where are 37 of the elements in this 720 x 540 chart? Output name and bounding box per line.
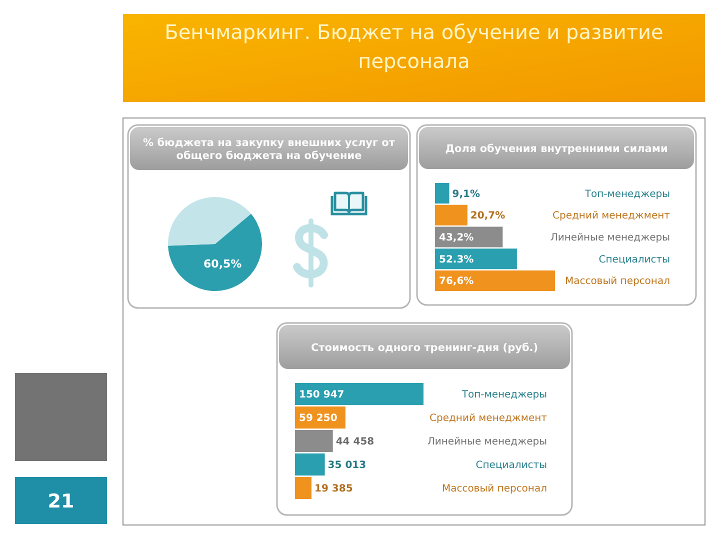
y-tick-label: Средний менеджмент (430, 413, 548, 424)
data-label: 43,2% (439, 232, 474, 244)
data-label: 35 013 (328, 460, 366, 471)
y-tick-label: Линейные менеджеры (427, 436, 548, 448)
bar (295, 453, 325, 476)
bar (295, 476, 312, 499)
data-label: 52.3% (439, 254, 474, 266)
data-label: 59 250 (299, 413, 338, 424)
y-tick-label: Топ-менеджеры (460, 390, 548, 401)
text: Бенчмаркинг. Бюджет на обучение и развитие персонала (164, 20, 664, 73)
data-label: 150 947 (299, 390, 344, 401)
y-tick-label: Линейные менеджеры (550, 232, 670, 244)
y-tick-label: Специалисты (476, 460, 548, 471)
y-tick-label: Массовый персонал (442, 483, 547, 494)
chart-title: Стоимость одного тренинг-дня (руб.) (310, 342, 538, 354)
bar (435, 248, 517, 270)
bar (295, 383, 424, 406)
bar (435, 226, 503, 248)
bar (435, 204, 468, 226)
data-label: 60,5% (204, 258, 242, 271)
data-label: 44 458 (336, 436, 374, 448)
text: 21 (48, 490, 74, 512)
chart-title: % бюджета на закупку внешних услуг от общего бюджета на обучение (143, 137, 396, 162)
data-label: 76,6% (439, 276, 474, 288)
bar (435, 270, 555, 291)
y-tick-label: Средний менеджмент (552, 210, 670, 222)
data-label: 19 385 (314, 483, 353, 494)
bar (295, 430, 333, 452)
data-label: 9,1% (452, 188, 480, 200)
pie-slice (168, 197, 252, 246)
pie-slice (168, 214, 262, 291)
chart-title: Доля обучения внутренними силами (445, 143, 668, 155)
bar (435, 183, 450, 204)
y-tick-label: Специалисты (598, 254, 670, 266)
data-label: 20,7% (470, 210, 506, 222)
y-tick-label: Массовый персонал (564, 276, 670, 288)
y-tick-label: Топ-менеджеры (584, 188, 670, 200)
